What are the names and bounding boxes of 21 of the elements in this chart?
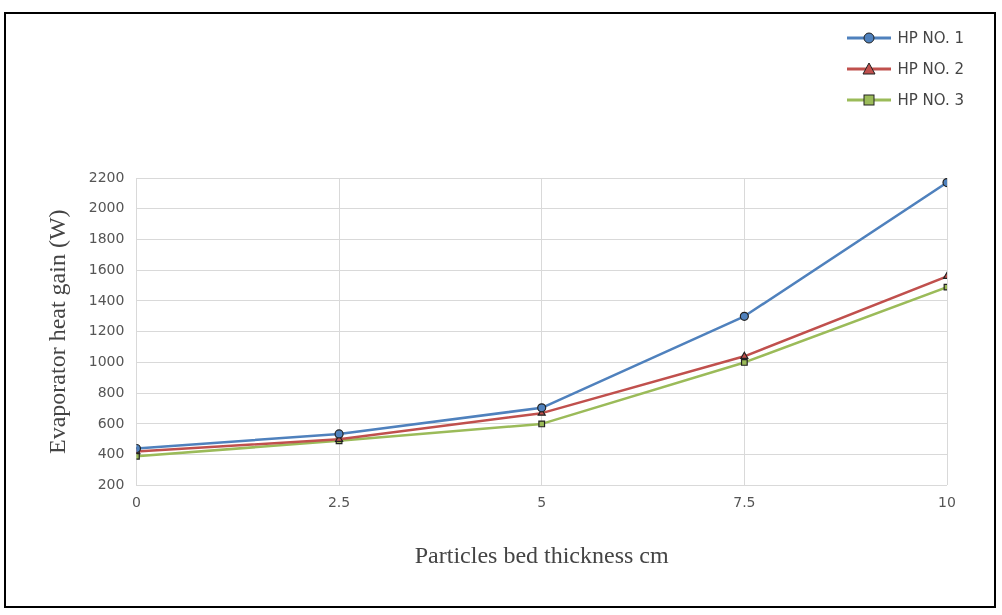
y-tick-label: 1000 (88, 353, 125, 370)
x-tick-label: 10 (938, 494, 956, 511)
x-tick-label: 7.5 (733, 494, 756, 511)
y-tick-label: 800 (97, 383, 125, 400)
y-tick-label: 1800 (88, 230, 125, 247)
y-tick-label: 1400 (88, 291, 125, 308)
y-tick-label: 2200 (88, 168, 125, 185)
legend-label: HP NO. 1 (897, 28, 964, 47)
x-tick-label: 2.5 (327, 494, 351, 511)
y-tick-label: 200 (97, 476, 125, 493)
y-axis-title: Evaporator heat gain (W) (43, 209, 70, 454)
x-tick-label: 5 (537, 494, 547, 511)
x-tick-label: 0 (131, 494, 141, 511)
y-tick-label: 2000 (88, 199, 125, 216)
y-tick-label: 600 (97, 414, 125, 431)
y-tick-label: 400 (97, 445, 125, 462)
legend-label: HP NO. 3 (897, 90, 964, 109)
y-tick-label: 1200 (88, 322, 125, 339)
legend-label: HP NO. 2 (897, 59, 964, 78)
x-axis-title: Particles bed thickness cm (414, 541, 670, 568)
y-tick-label: 1600 (88, 260, 125, 277)
